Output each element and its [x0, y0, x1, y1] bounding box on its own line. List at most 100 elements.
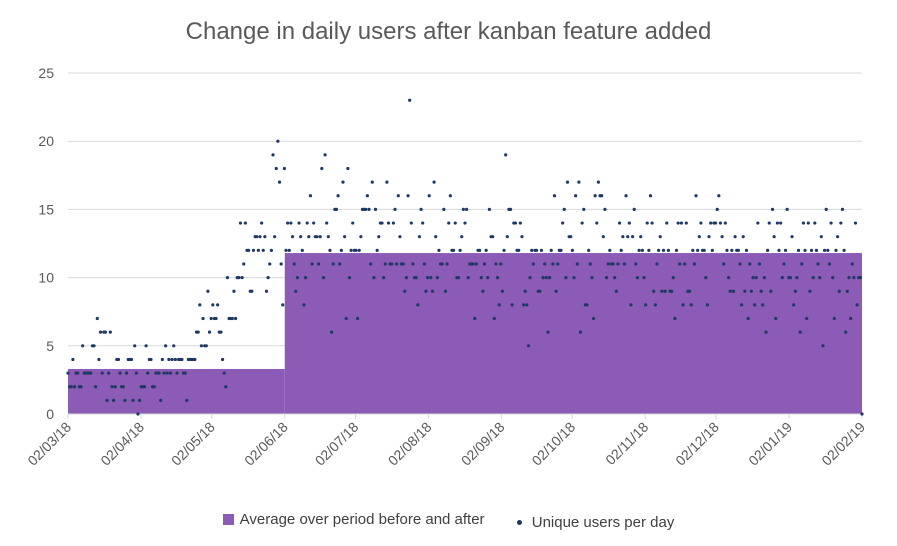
data-point	[834, 248, 838, 252]
data-point	[383, 262, 387, 266]
legend-label-users: Unique users per day	[531, 514, 675, 531]
data-point	[448, 194, 452, 198]
data-point	[600, 194, 604, 198]
data-point	[531, 262, 535, 266]
data-point	[738, 262, 742, 266]
data-point	[795, 276, 799, 280]
chart-legend: Average over period before and after Uni…	[0, 511, 897, 531]
data-point	[796, 248, 801, 252]
data-point	[437, 248, 441, 252]
data-point	[403, 289, 407, 293]
data-point	[666, 248, 670, 252]
data-point	[308, 194, 313, 198]
data-point	[134, 371, 138, 375]
data-point	[661, 248, 666, 252]
data-point	[216, 303, 220, 307]
data-point	[699, 221, 703, 225]
data-point	[587, 248, 591, 252]
data-point	[660, 289, 664, 293]
data-point	[554, 289, 558, 293]
data-point	[247, 248, 251, 252]
data-point	[328, 248, 332, 252]
data-point	[634, 262, 638, 266]
data-point	[129, 357, 134, 362]
data-point	[307, 235, 311, 239]
data-point	[273, 235, 277, 239]
x-tick-label: 02/02/19	[818, 419, 868, 469]
x-tick-label: 02/03/18	[24, 419, 74, 469]
data-point	[482, 262, 487, 266]
data-point	[801, 221, 806, 225]
data-point	[447, 221, 451, 225]
data-point	[548, 276, 552, 280]
data-point	[707, 235, 711, 239]
data-point	[95, 316, 99, 321]
data-point	[430, 289, 435, 293]
data-point	[264, 289, 269, 293]
data-point	[717, 194, 721, 198]
data-point	[715, 207, 719, 211]
data-point	[749, 289, 753, 293]
data-point	[561, 221, 565, 225]
data-point	[421, 221, 425, 225]
data-point	[414, 276, 418, 280]
data-point	[702, 248, 706, 252]
data-point	[691, 248, 695, 252]
data-point	[481, 289, 485, 293]
data-point	[508, 207, 513, 211]
data-point	[357, 248, 361, 252]
data-point	[731, 289, 736, 293]
data-point	[250, 289, 254, 293]
data-point	[517, 248, 521, 252]
data-point	[855, 303, 859, 307]
data-point	[746, 316, 750, 321]
x-tick-label: 02/07/18	[312, 419, 362, 469]
data-point	[766, 248, 770, 252]
x-tick-label: 02/11/18	[602, 419, 651, 468]
data-point	[640, 248, 644, 252]
data-point	[424, 289, 428, 293]
data-point	[396, 194, 400, 198]
data-point	[591, 316, 596, 321]
data-point	[637, 248, 641, 252]
data-point	[577, 180, 581, 184]
data-point	[356, 316, 360, 321]
data-point	[261, 248, 265, 252]
data-point	[458, 248, 462, 252]
data-point	[639, 235, 643, 239]
data-point	[326, 235, 330, 239]
legend-item-users: Unique users per day	[516, 514, 675, 531]
data-point	[860, 412, 864, 416]
data-point	[696, 248, 700, 252]
data-point	[180, 357, 184, 362]
data-point	[258, 235, 262, 239]
data-point	[224, 385, 228, 389]
data-point	[281, 303, 285, 307]
data-point	[504, 153, 508, 157]
data-point	[133, 344, 137, 348]
data-point	[220, 357, 225, 362]
data-point	[539, 248, 544, 252]
data-point	[354, 248, 358, 252]
data-point	[165, 371, 169, 375]
data-point	[393, 207, 397, 211]
data-point	[279, 262, 283, 266]
data-point	[658, 235, 662, 239]
data-point	[617, 221, 622, 225]
data-point	[754, 276, 758, 280]
data-point	[790, 235, 794, 239]
data-point	[813, 221, 817, 225]
data-point	[391, 221, 396, 225]
data-point	[347, 276, 352, 280]
data-point	[526, 344, 531, 348]
data-point	[290, 235, 295, 239]
data-point	[613, 276, 617, 280]
data-point	[323, 153, 327, 157]
data-point	[764, 330, 768, 334]
data-point	[196, 330, 200, 334]
data-point	[722, 262, 726, 266]
data-point	[502, 248, 506, 252]
data-point	[725, 248, 729, 252]
data-point	[510, 303, 514, 307]
